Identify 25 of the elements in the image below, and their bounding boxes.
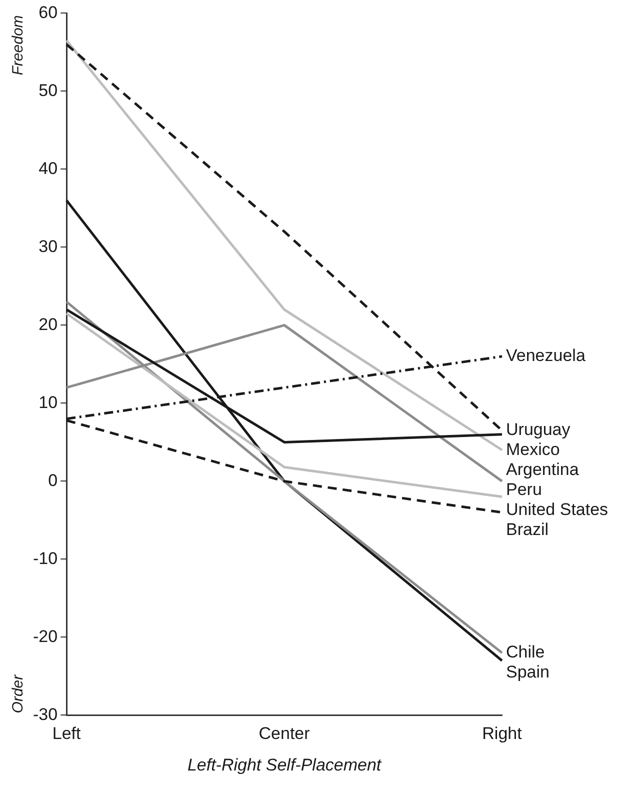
series-label: Chile xyxy=(506,642,545,662)
series-label: Peru xyxy=(506,480,542,500)
y-tick-label: 20 xyxy=(38,314,58,334)
series-label: Venezuela xyxy=(506,346,586,366)
x-tick-label: Center xyxy=(258,724,310,744)
series-label: Argentina xyxy=(506,460,580,480)
y-tick-label: 30 xyxy=(38,236,58,256)
y-tick-label: -10 xyxy=(32,548,58,568)
y-tick-label: -20 xyxy=(32,626,58,646)
y-tick-label: 50 xyxy=(38,80,58,100)
series-label: United States xyxy=(506,500,608,520)
text: Order xyxy=(10,674,27,714)
x-axis-title: Left-Right Self-Placement xyxy=(187,756,382,775)
series-label: Mexico xyxy=(506,440,560,460)
y-tick-label: 40 xyxy=(38,158,58,178)
x-tick-label: Right xyxy=(482,724,522,744)
series-label: Brazil xyxy=(506,520,549,540)
text: Freedom xyxy=(10,15,27,76)
x-tick-label: Left xyxy=(52,724,82,744)
y-tick-label: -30 xyxy=(32,704,58,724)
series-label: Uruguay xyxy=(506,420,571,440)
y-tick-label: 60 xyxy=(38,2,58,22)
y-tick-label: 0 xyxy=(48,470,58,490)
y-tick-label: 10 xyxy=(38,392,58,412)
series-label: Spain xyxy=(506,662,550,682)
